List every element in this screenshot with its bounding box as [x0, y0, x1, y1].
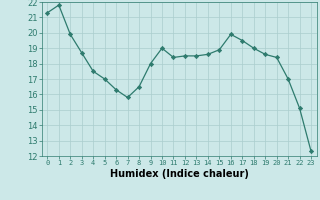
X-axis label: Humidex (Indice chaleur): Humidex (Indice chaleur): [110, 169, 249, 179]
